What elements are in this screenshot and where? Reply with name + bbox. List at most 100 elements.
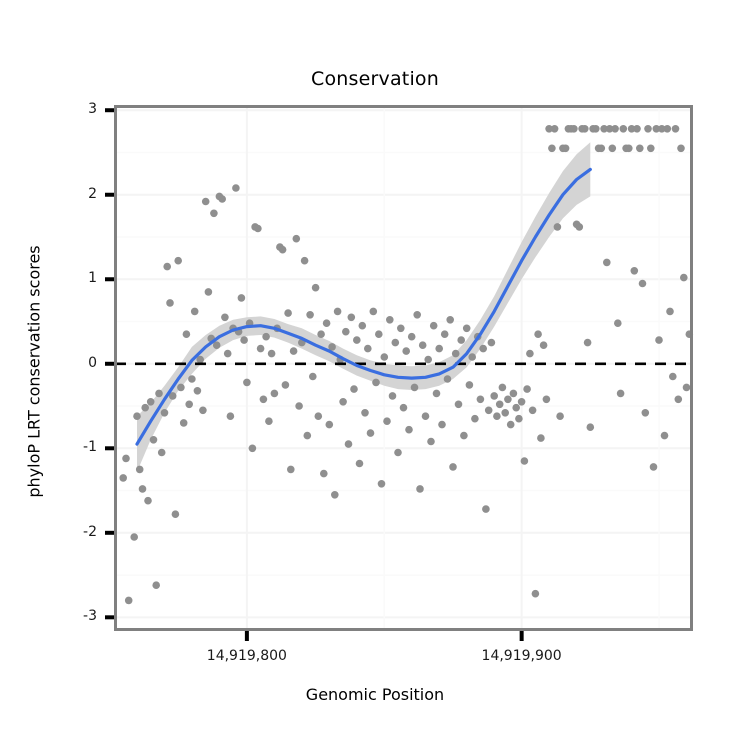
data-point bbox=[380, 353, 389, 361]
data-point bbox=[292, 234, 301, 243]
data-point bbox=[135, 465, 144, 474]
data-point bbox=[537, 434, 545, 442]
data-point bbox=[526, 349, 534, 358]
y-tick-label: 0 bbox=[88, 354, 97, 371]
panel-border bbox=[114, 105, 693, 631]
data-point bbox=[331, 491, 339, 499]
data-point bbox=[141, 403, 149, 412]
data-point bbox=[682, 383, 691, 392]
data-point bbox=[512, 403, 520, 412]
data-point bbox=[350, 385, 358, 393]
data-point bbox=[427, 437, 435, 446]
data-point bbox=[306, 311, 314, 319]
data-point bbox=[534, 330, 542, 339]
data-point bbox=[553, 223, 562, 231]
data-point bbox=[355, 459, 364, 468]
data-point bbox=[119, 474, 127, 482]
data-point bbox=[586, 423, 595, 432]
data-point bbox=[627, 125, 636, 133]
data-point bbox=[171, 510, 180, 518]
data-point bbox=[550, 125, 559, 133]
data-point bbox=[407, 332, 416, 341]
data-point bbox=[254, 224, 262, 233]
data-point bbox=[655, 336, 663, 344]
data-point bbox=[391, 338, 400, 347]
data-point bbox=[413, 311, 422, 319]
data-point bbox=[149, 436, 158, 444]
data-point bbox=[243, 378, 251, 387]
data-point bbox=[221, 313, 229, 322]
data-point bbox=[418, 341, 427, 350]
data-point bbox=[457, 336, 466, 344]
data-point bbox=[471, 414, 479, 423]
data-point bbox=[160, 409, 169, 417]
data-point bbox=[603, 258, 611, 267]
data-point bbox=[353, 336, 361, 344]
data-point bbox=[570, 125, 578, 133]
data-point bbox=[388, 392, 397, 400]
data-point bbox=[270, 389, 279, 398]
axis-ticks bbox=[105, 108, 524, 641]
data-point bbox=[402, 347, 411, 355]
y-tick-label: 2 bbox=[88, 185, 97, 202]
data-point bbox=[454, 400, 463, 409]
data-point bbox=[232, 184, 240, 192]
data-point bbox=[674, 395, 683, 404]
data-point bbox=[531, 589, 540, 598]
data-point bbox=[267, 349, 276, 358]
data-point bbox=[287, 465, 295, 474]
data-point bbox=[146, 398, 155, 406]
data-point bbox=[122, 454, 130, 463]
data-point bbox=[671, 125, 680, 133]
data-point bbox=[504, 395, 512, 404]
data-point bbox=[212, 341, 221, 350]
data-point bbox=[284, 309, 292, 317]
data-point bbox=[196, 355, 204, 364]
x-tick-label: 14,919,800 bbox=[206, 648, 287, 664]
data-point bbox=[163, 262, 171, 271]
data-point bbox=[509, 389, 518, 398]
data-point bbox=[344, 440, 353, 448]
data-point bbox=[421, 412, 430, 421]
data-point bbox=[680, 273, 688, 282]
data-point bbox=[188, 375, 196, 383]
data-point bbox=[259, 395, 268, 404]
data-point bbox=[548, 144, 556, 153]
data-point bbox=[465, 381, 474, 389]
data-point bbox=[644, 125, 652, 133]
data-point bbox=[138, 485, 147, 493]
data-point bbox=[157, 448, 166, 457]
data-point bbox=[317, 330, 325, 339]
data-point bbox=[223, 349, 232, 358]
data-point bbox=[204, 288, 213, 296]
data-point bbox=[218, 195, 226, 203]
data-point bbox=[438, 420, 446, 429]
data-point bbox=[399, 403, 408, 412]
data-point bbox=[490, 392, 499, 400]
page-title: Conservation bbox=[310, 68, 439, 90]
y-tick-label: -3 bbox=[83, 608, 97, 625]
data-point bbox=[369, 307, 378, 316]
data-point bbox=[397, 324, 405, 333]
data-point bbox=[523, 385, 531, 393]
data-point bbox=[575, 223, 584, 231]
data-point bbox=[460, 431, 468, 440]
data-point bbox=[179, 419, 188, 427]
data-point bbox=[256, 344, 265, 353]
data-point bbox=[339, 398, 347, 406]
data-point bbox=[501, 409, 510, 417]
data-point bbox=[649, 463, 658, 471]
data-point bbox=[309, 372, 317, 381]
data-point bbox=[358, 321, 367, 330]
data-point bbox=[597, 144, 606, 153]
data-point bbox=[152, 581, 160, 589]
data-point bbox=[446, 316, 455, 324]
data-point bbox=[383, 417, 391, 426]
data-point bbox=[166, 299, 174, 307]
data-point bbox=[666, 307, 674, 316]
data-point bbox=[630, 267, 639, 275]
data-point bbox=[386, 316, 394, 324]
data-point bbox=[416, 485, 424, 493]
data-point bbox=[364, 344, 372, 353]
